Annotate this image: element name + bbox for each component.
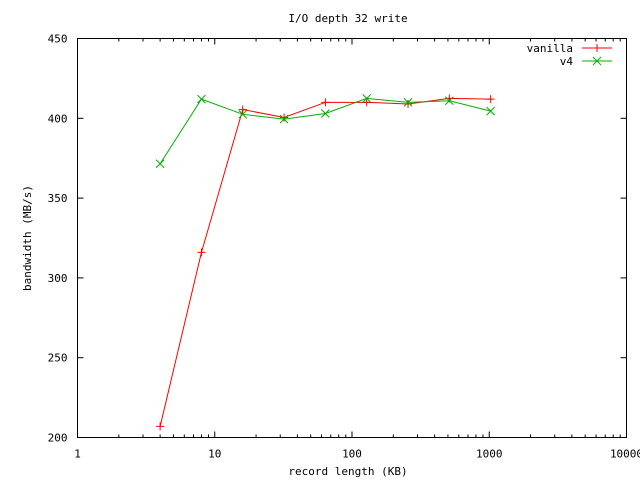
marker-stroke: [403, 97, 413, 107]
legend-label: v4: [560, 55, 574, 68]
x-tick-label: 10000: [610, 448, 640, 461]
x-tick-label: 1000: [476, 448, 503, 461]
x-tick-label: 10: [208, 448, 221, 461]
y-tick-label: 200: [48, 432, 68, 445]
data-point-plus: [280, 113, 289, 122]
chart-title: I/O depth 32 write: [288, 12, 407, 25]
x-axis: 1 10 100 1000 10000: [74, 38, 640, 461]
y-tick-label: 350: [48, 192, 68, 205]
data-point-cross: [321, 109, 330, 118]
data-point-plus: [197, 248, 206, 257]
marker-stroke: [321, 109, 330, 118]
data-point-plus: [362, 98, 371, 107]
x-axis-label: record length (KB): [288, 465, 407, 478]
marker-stroke: [279, 114, 289, 124]
data-point-cross: [197, 94, 206, 104]
data-point-cross: [486, 106, 496, 116]
plot-area-frame: [77, 38, 627, 438]
marker-stroke: [197, 94, 206, 104]
y-tick-label: 450: [48, 33, 68, 46]
data-point-plus: [238, 105, 247, 114]
data-point-cross: [155, 159, 165, 169]
data-point-cross: [592, 56, 602, 66]
legend-label: vanilla: [527, 42, 573, 55]
x-tick-label: 1: [74, 448, 81, 461]
y-tick-label: 300: [48, 272, 68, 285]
marker-stroke: [155, 159, 165, 169]
data-point-plus: [321, 98, 330, 107]
marker-stroke: [592, 56, 602, 66]
series-line: [159, 97, 491, 427]
marker-stroke: [486, 106, 496, 116]
data-point-cross: [362, 93, 372, 103]
y-axis-label: bandwidth (MB/s): [21, 185, 34, 291]
data-point-cross: [444, 96, 454, 106]
marker-stroke: [238, 109, 248, 119]
x-tick-label: 100: [342, 448, 362, 461]
data-point-cross: [279, 114, 289, 124]
series-layer: [155, 93, 496, 431]
data-point-plus: [593, 44, 601, 52]
marker-stroke: [444, 96, 454, 106]
data-point-plus: [404, 99, 413, 108]
y-tick-label: 400: [48, 112, 68, 125]
series-line: [159, 97, 491, 165]
data-point-cross: [403, 97, 413, 107]
data-point-plus: [156, 422, 165, 431]
y-tick-label: 250: [48, 352, 68, 365]
data-point-plus: [486, 95, 495, 104]
y-axis: 200 250 300 350 400 450: [48, 33, 627, 445]
marker-stroke: [362, 93, 372, 103]
series-vanilla: [156, 94, 495, 431]
series-v4: [155, 93, 496, 169]
data-point-cross: [238, 109, 248, 119]
